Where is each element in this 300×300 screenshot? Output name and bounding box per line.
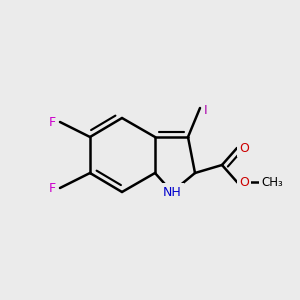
Text: O: O xyxy=(239,176,249,188)
Text: F: F xyxy=(48,116,56,128)
Text: CH₃: CH₃ xyxy=(261,176,283,188)
Text: F: F xyxy=(48,182,56,194)
Text: NH: NH xyxy=(163,185,182,199)
Text: O: O xyxy=(239,142,249,154)
Text: I: I xyxy=(204,103,208,116)
